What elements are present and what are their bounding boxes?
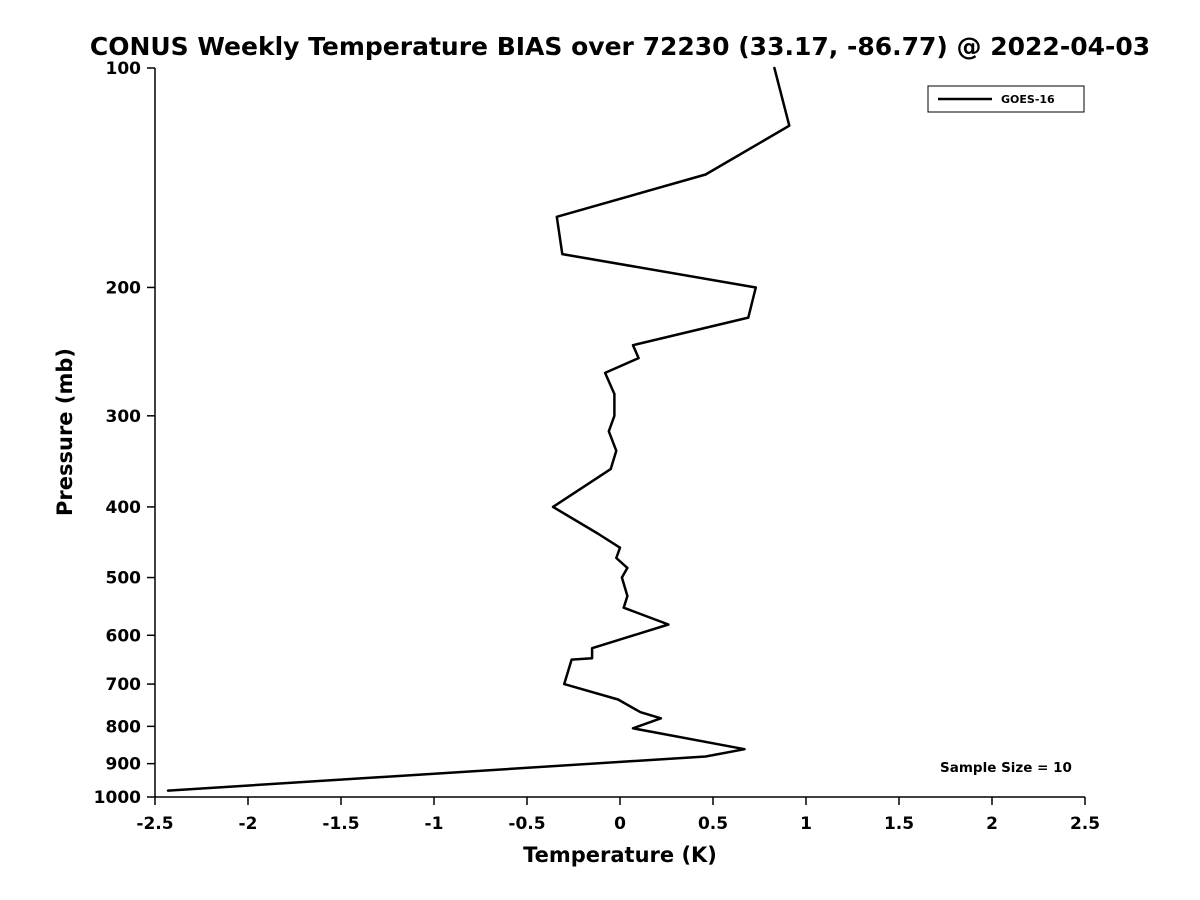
series-group bbox=[166, 66, 791, 792]
x-tick-label: -1 bbox=[425, 814, 444, 834]
legend-label: GOES-16 bbox=[1001, 93, 1055, 106]
y-tick-label: 700 bbox=[106, 675, 142, 695]
y-tick-label: 300 bbox=[106, 407, 142, 427]
y-tick-label: 600 bbox=[106, 626, 142, 646]
y-axis-label: Pressure (mb) bbox=[53, 348, 77, 516]
x-tick-label: 2.5 bbox=[1070, 814, 1100, 834]
axes: 100 200 300 400 500 600 700 800 900 1000 -2.5 -2 -1.… bbox=[94, 59, 1100, 834]
y-tick-label: 1000 bbox=[94, 788, 141, 808]
y-tick-label: 900 bbox=[106, 755, 142, 775]
x-tick-label: 1 bbox=[800, 814, 812, 834]
y-tick-label: 200 bbox=[106, 278, 142, 298]
x-axis-label: Temperature (K) bbox=[523, 843, 717, 867]
y-tick-label: 500 bbox=[106, 569, 142, 589]
y-tick-label: 100 bbox=[106, 59, 142, 79]
x-tick-label: -2.5 bbox=[136, 814, 173, 834]
x-tick-label: -2 bbox=[239, 814, 258, 834]
y-tick-label: 400 bbox=[106, 498, 142, 518]
y-tick-label: 800 bbox=[106, 717, 142, 737]
chart-title: CONUS Weekly Temperature BIAS over 72230… bbox=[90, 32, 1150, 61]
x-tick-label: 2 bbox=[986, 814, 998, 834]
x-tick-label: -1.5 bbox=[322, 814, 359, 834]
x-tick-label: -0.5 bbox=[508, 814, 545, 834]
x-tick-label: 0.5 bbox=[698, 814, 728, 834]
goes16-series-line bbox=[166, 66, 791, 792]
x-tick-label: 1.5 bbox=[884, 814, 914, 834]
sample-size-annotation: Sample Size = 10 bbox=[940, 760, 1072, 776]
x-tick-label: 0 bbox=[614, 814, 626, 834]
legend: GOES-16 bbox=[927, 85, 1085, 113]
